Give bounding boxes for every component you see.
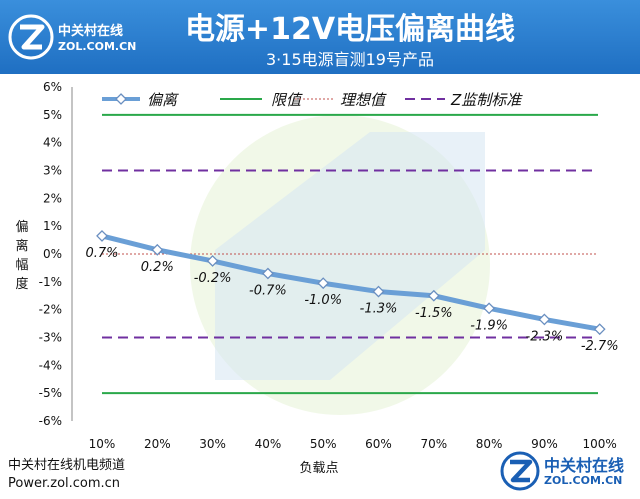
data-label: -2.7% <box>581 339 619 354</box>
bottom-logo-en: ZOL.COM.CN <box>544 474 623 487</box>
chart-title: 电源+12V电压偏离曲线 <box>184 12 516 47</box>
y-tick-label: -3% <box>39 331 62 345</box>
y-tick-label: 1% <box>43 219 62 233</box>
x-tick-label: 60% <box>365 437 392 451</box>
data-point <box>538 313 551 326</box>
data-label: -1.5% <box>415 306 453 321</box>
data-point <box>593 323 606 336</box>
data-label: -1.9% <box>470 318 508 333</box>
x-tick-label: 70% <box>420 437 447 451</box>
data-label: -1.3% <box>360 302 398 317</box>
svg-text:度: 度 <box>15 276 28 292</box>
x-tick-label: 100% <box>583 437 617 451</box>
y-tick-label: -4% <box>39 358 62 372</box>
x-tick-label: 10% <box>89 437 116 451</box>
data-point <box>427 289 440 302</box>
svg-text:离: 离 <box>15 238 28 254</box>
y-tick-label: -2% <box>39 303 62 317</box>
y-tick-label: 3% <box>43 164 62 178</box>
y-tick-label: 4% <box>43 136 62 150</box>
legend-label-limit: 限值 <box>271 91 303 109</box>
watermark-z-icon <box>190 115 490 415</box>
y-tick-label: 0% <box>43 247 62 261</box>
data-point <box>483 302 496 315</box>
bottom-logo-cn: 中关村在线 <box>544 456 625 475</box>
bottom-zol-logo: 中关村在线 ZOL.COM.CN <box>500 448 635 494</box>
x-tick-label: 90% <box>531 437 558 451</box>
y-tick-label: 5% <box>43 108 62 122</box>
data-label: 0.2% <box>141 260 174 275</box>
header-banner: 中关村在线 ZOL.COM.CN 电源+12V电压偏离曲线 3·15电源盲测19… <box>0 0 640 74</box>
data-point <box>96 229 108 242</box>
data-label: -1.0% <box>304 293 342 308</box>
y-tick-label: -5% <box>39 386 62 400</box>
x-tick-label: 30% <box>199 437 226 451</box>
data-point <box>261 267 274 280</box>
zol-logo: 中关村在线 ZOL.COM.CN <box>8 8 136 66</box>
legend-label-deviation: 偏离 <box>147 91 179 109</box>
legend-label-zstd: Z监制标准 <box>450 91 523 109</box>
legend-marker-deviation <box>115 93 127 105</box>
y-tick-label: -6% <box>39 414 62 428</box>
logo-text-en: ZOL.COM.CN <box>58 40 137 53</box>
legend-label-ideal: 理想值 <box>340 91 387 109</box>
logo-text-cn: 中关村在线 <box>58 24 124 39</box>
legend: 偏离 限值 理想值 Z监制标准 <box>102 91 523 109</box>
svg-text:幅: 幅 <box>15 258 28 273</box>
data-label: -2.3% <box>526 329 564 344</box>
data-label: 0.7% <box>85 246 118 261</box>
x-axis-label: 负载点 <box>299 461 338 476</box>
x-tick-label: 20% <box>144 437 171 451</box>
zol-z-icon <box>8 14 54 60</box>
series-line-deviation <box>99 233 603 332</box>
footer-url: Power.zol.com.cn <box>8 476 121 491</box>
voltage-deviation-chart: 6% 5% 4% 3% 2% 1% 0% -1% -2% -3% -4% -5% -6% 10% 20% 3… <box>15 80 619 476</box>
chart-subtitle: 3·15电源盲测19号产品 <box>266 50 434 69</box>
data-point <box>206 255 219 267</box>
bottom-z-icon <box>500 451 540 491</box>
x-tick-label: 50% <box>310 437 337 451</box>
data-point <box>317 277 330 290</box>
x-tick-label: 40% <box>255 437 282 451</box>
y-tick-label: -1% <box>39 275 62 289</box>
data-label: -0.2% <box>194 271 232 286</box>
x-tick-label: 80% <box>476 437 503 451</box>
data-point <box>372 285 385 298</box>
svg-text:偏: 偏 <box>15 220 28 235</box>
y-tick-label: 6% <box>43 80 62 94</box>
y-tick-label: 2% <box>43 191 62 205</box>
footer-channel: 中关村在线机电频道 <box>8 458 126 473</box>
data-point <box>151 243 164 256</box>
data-label: -0.7% <box>249 283 287 298</box>
